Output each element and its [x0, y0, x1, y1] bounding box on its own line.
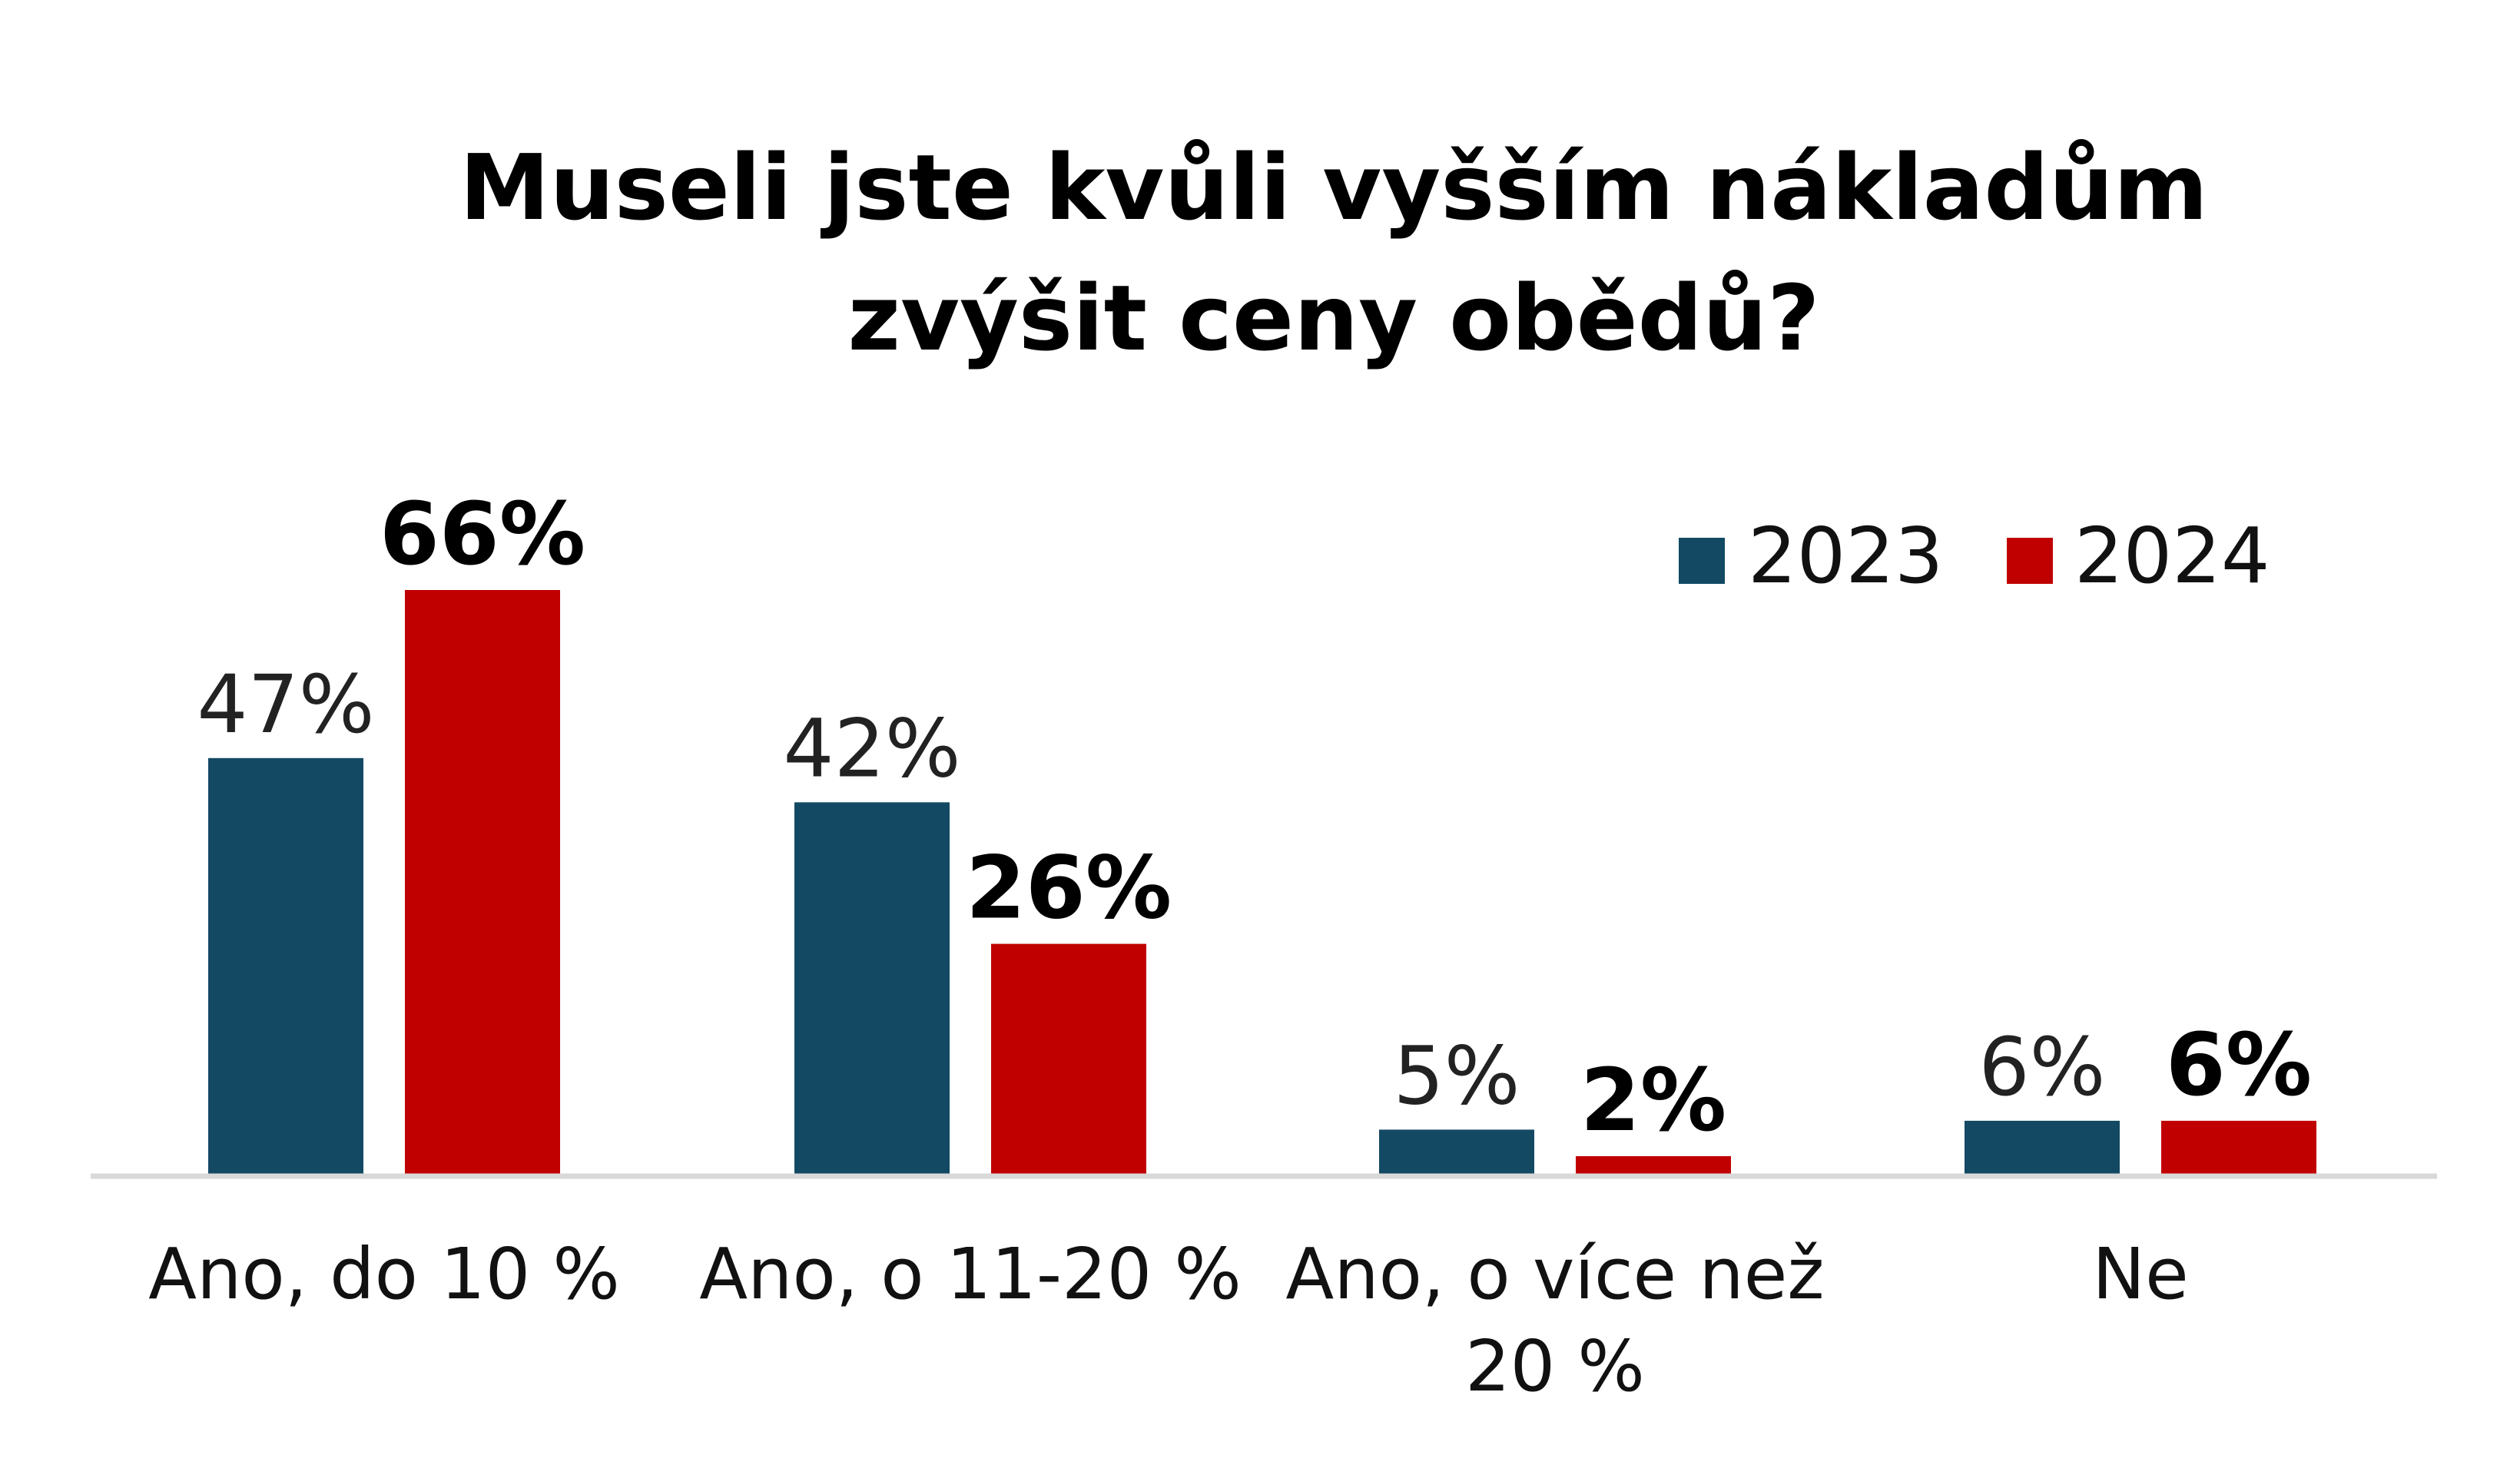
bar-2024-3: [1576, 1155, 1731, 1174]
bar-2024-2: [991, 943, 1146, 1174]
data-label-2023-4: 6%: [1979, 1020, 2106, 1114]
data-label-2024-3: 2%: [1580, 1051, 1726, 1151]
data-label-2024-4: 6%: [2166, 1016, 2312, 1115]
bar-2023-3: [1379, 1129, 1534, 1174]
category-labels: Ano, do 10 % Ano, o 11-20 % Ano, o více ne…: [148, 1233, 2189, 1407]
legend-label-2023: 2023: [1748, 511, 1944, 601]
bar-2023-1: [208, 757, 363, 1174]
chart-title: Museli jste kvůli vyšším nákladům zvýšit …: [459, 134, 2208, 371]
data-label-2023-3: 5%: [1394, 1029, 1520, 1122]
data-label-2023-1: 47%: [197, 658, 374, 751]
data-label-2023-2: 42%: [783, 701, 960, 795]
category-label-1: Ano, do 10 %: [148, 1233, 620, 1315]
bar-2024-4: [2161, 1120, 2316, 1174]
bar-2024-1: [405, 590, 560, 1174]
bars: [208, 590, 2316, 1174]
legend-label-2024: 2024: [2074, 511, 2270, 601]
data-labels: 47%66% 42%26% 5% 2% 6% 6%: [197, 485, 2312, 1151]
chart-legend: 2023 2024: [1679, 511, 2270, 601]
data-label-2024-2: 26%: [966, 839, 1172, 939]
chart-title-line: zvýšit ceny obědů?: [847, 265, 1819, 371]
legend-swatch-2024: [2007, 538, 2053, 584]
bar-2023-2: [794, 802, 950, 1174]
category-label-4: Ne: [2092, 1233, 2188, 1315]
chart-title-line: Museli jste kvůli vyšším nákladům: [459, 134, 2208, 240]
legend-swatch-2023: [1679, 538, 1725, 584]
category-label-2: Ano, o 11-20 %: [699, 1233, 1242, 1315]
category-label-3: Ano, o více než: [1285, 1233, 1824, 1315]
bar-2023-4: [1965, 1120, 2120, 1174]
data-label-2024-1: 66%: [380, 485, 585, 585]
category-label-3: 20 %: [1465, 1325, 1645, 1407]
